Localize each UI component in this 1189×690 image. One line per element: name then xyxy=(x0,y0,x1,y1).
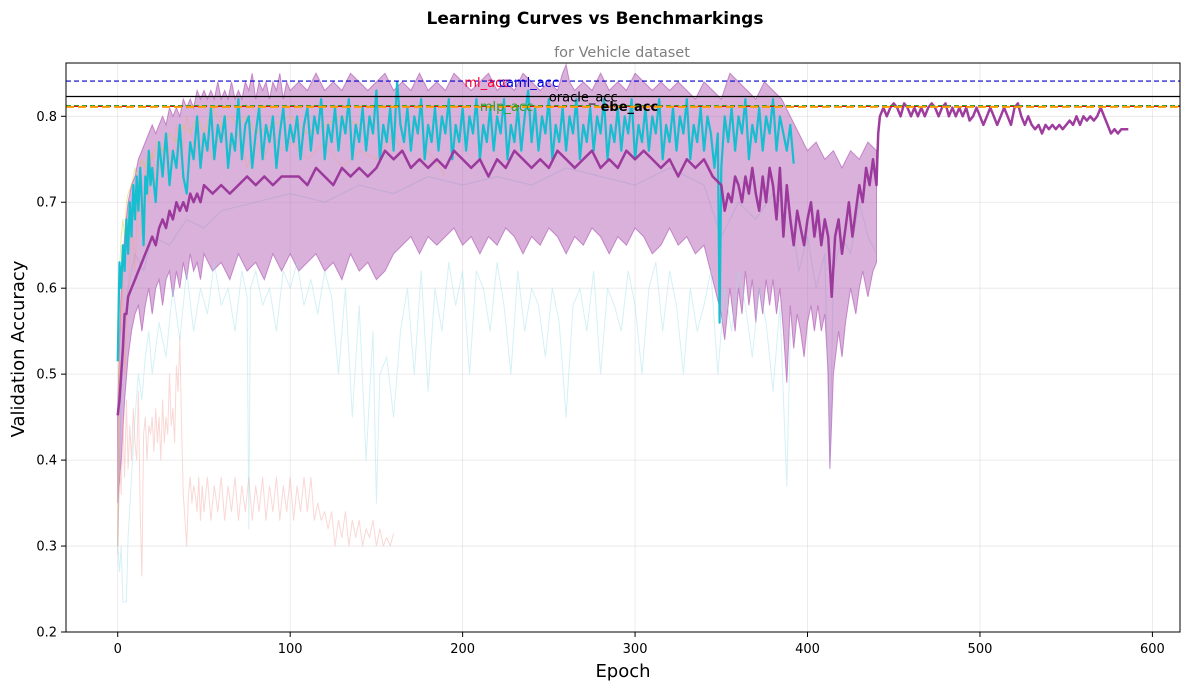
confidence-band-layer xyxy=(117,62,877,504)
x-axis-label: Epoch xyxy=(595,661,650,682)
y-tick-label: 0.6 xyxy=(36,282,57,297)
chart-title: Learning Curves vs Benchmarkings xyxy=(427,9,764,29)
x-tick-label: 400 xyxy=(795,642,820,657)
y-tick-label: 0.2 xyxy=(36,626,57,641)
ref-label-caml_acc: caml_acc xyxy=(499,76,559,91)
y-tick-label: 0.7 xyxy=(36,196,57,211)
x-tick-label: 100 xyxy=(278,642,303,657)
y-tick-label: 0.5 xyxy=(36,368,57,383)
y-tick-label: 0.4 xyxy=(36,454,57,469)
chart-subtitle: for Vehicle dataset xyxy=(554,45,690,61)
ref-label-ebe_acc: ebe_acc xyxy=(601,100,659,115)
ref-label-ml_acc: ml_acc xyxy=(464,76,509,91)
ref-label-oracle_acc: oracle_acc xyxy=(549,91,618,106)
series-line-2 xyxy=(117,335,395,577)
x-tick-label: 200 xyxy=(450,642,475,657)
series-layer xyxy=(116,80,1129,603)
ref-label-mlp_acc: mlp_acc xyxy=(480,100,533,115)
series-line-5 xyxy=(116,80,795,362)
series-line-3 xyxy=(117,261,791,603)
series-line-4 xyxy=(117,167,877,547)
x-tick-label: 500 xyxy=(968,642,993,657)
x-tick-label: 300 xyxy=(623,642,648,657)
confidence-band xyxy=(117,62,877,504)
x-tick-label: 0 xyxy=(114,642,122,657)
y-axis-label: Validation Accuracy xyxy=(8,260,29,437)
series-line-6 xyxy=(116,102,1129,416)
y-tick-label: 0.8 xyxy=(36,110,57,125)
plot-area-frame xyxy=(65,62,1181,633)
series-line-0 xyxy=(117,107,360,547)
x-tick-label: 600 xyxy=(1140,642,1165,657)
y-tick-label: 0.3 xyxy=(36,540,57,555)
axis-ticks: 0 100 200 300 400 500 600 0.2 0.3 0.4 0.5 0.6 0.7 0.8 xyxy=(36,110,1165,657)
